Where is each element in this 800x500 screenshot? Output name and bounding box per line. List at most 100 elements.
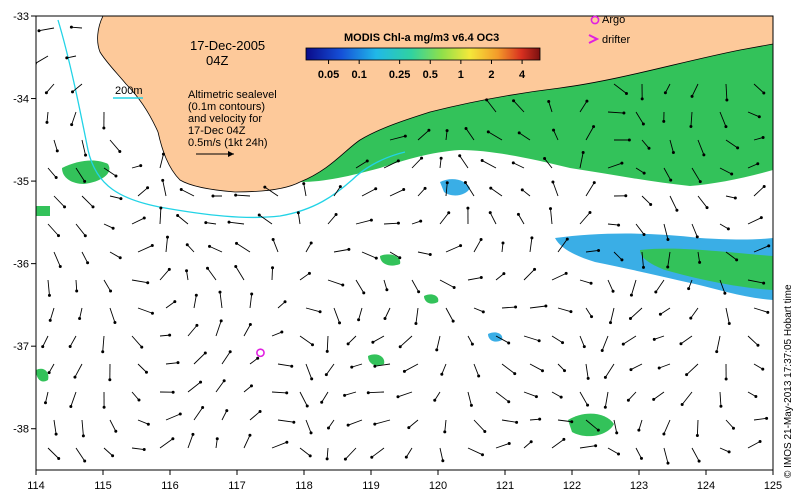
velocity-arrow-head: [414, 322, 418, 326]
velocity-arrow: [417, 129, 430, 141]
x-axis: 114 115 116 117 118 119 120 121 122 123 124 125: [27, 470, 782, 492]
velocity-arrow-head: [480, 159, 484, 163]
velocity-arrow-head: [102, 126, 106, 130]
velocity-arrow: [131, 447, 145, 450]
drifter-legend-label: drifter: [602, 34, 630, 46]
velocity-arrow-head: [529, 440, 533, 444]
velocity-arrow-head: [628, 316, 632, 320]
velocity-arrow-head: [257, 213, 261, 217]
velocity-arrow: [753, 363, 764, 370]
velocity-arrow: [613, 83, 627, 94]
velocity-arrow: [181, 189, 195, 197]
velocity-arrow-head: [44, 91, 48, 95]
velocity-arrow-head: [731, 426, 735, 430]
velocity-arrow-head: [477, 374, 481, 378]
velocity-arrow: [557, 238, 568, 253]
velocity-arrow-head: [640, 97, 644, 101]
velocity-arrow-head: [687, 287, 691, 291]
velocity-arrow-head: [512, 99, 516, 103]
velocity-arrow: [488, 131, 503, 141]
velocity-arrow: [725, 307, 730, 324]
y-tick-label: -34: [13, 94, 29, 106]
velocity-arrow-head: [228, 350, 232, 354]
velocity-arrow-head: [396, 395, 400, 399]
velocity-arrow: [623, 335, 637, 345]
velocity-arrow: [374, 363, 391, 367]
velocity-arrow-head: [695, 433, 699, 437]
velocity-arrow-head: [563, 369, 567, 373]
velocity-arrow: [389, 189, 404, 197]
contour-label: 200m: [115, 85, 143, 97]
velocity-arrow: [258, 214, 273, 225]
argo-legend-icon: [590, 15, 600, 25]
velocity-arrow-head: [702, 153, 706, 157]
velocity-arrow-head: [398, 256, 402, 260]
velocity-arrow: [439, 279, 455, 288]
velocity-arrow-head: [161, 178, 165, 182]
velocity-arrow: [249, 357, 258, 365]
velocity-arrow-head: [113, 321, 117, 325]
velocity-arrow: [467, 277, 482, 281]
velocity-arrow-head: [396, 159, 400, 163]
velocity-arrow: [347, 335, 357, 345]
velocity-arrow: [165, 362, 179, 365]
velocity-arrow: [719, 391, 722, 407]
velocity-arrow: [102, 335, 105, 352]
velocity-arrow-head: [592, 181, 596, 185]
velocity-arrow: [725, 83, 728, 100]
velocity-arrow-head: [250, 292, 254, 296]
velocity-arrow: [753, 186, 765, 197]
velocity-arrow: [327, 214, 337, 225]
velocity-arrow-head: [761, 367, 765, 371]
velocity-arrow-head: [47, 371, 51, 375]
velocity-arrow: [604, 391, 609, 408]
velocity-arrow-head: [698, 180, 702, 184]
y-tick-label: -37: [13, 341, 29, 353]
velocity-arrow: [585, 182, 595, 197]
velocity-arrow: [299, 391, 308, 407]
velocity-arrow-head: [723, 291, 727, 295]
velocity-arrow-head: [624, 194, 628, 198]
velocity-arrow: [272, 239, 279, 253]
velocity-arrow: [46, 83, 55, 94]
velocity-arrow: [716, 335, 721, 352]
velocity-arrow: [688, 279, 693, 289]
velocity-arrow: [215, 438, 218, 449]
velocity-arrow-head: [540, 369, 544, 373]
velocity-arrow-head: [118, 256, 122, 260]
velocity-arrow-head: [428, 253, 432, 257]
velocity-arrow-head: [488, 211, 492, 215]
velocity-arrow: [159, 154, 164, 169]
velocity-arrow: [719, 167, 732, 175]
velocity-arrow: [131, 165, 141, 169]
velocity-arrow-head: [114, 429, 118, 433]
velocity-arrow-head: [176, 361, 180, 365]
velocity-arrow: [215, 320, 222, 337]
velocity-arrow: [271, 391, 287, 394]
velocity-arrow: [326, 447, 329, 459]
velocity-arrow: [305, 419, 312, 434]
velocity-arrow-head: [603, 405, 607, 409]
velocity-arrow-head: [762, 281, 766, 285]
velocity-arrow-head: [590, 315, 594, 319]
velocity-arrow: [165, 237, 168, 253]
velocity-arrow: [550, 208, 553, 225]
velocity-arrow: [81, 419, 84, 436]
velocity-arrow-head: [102, 405, 106, 409]
velocity-arrow-head: [199, 380, 203, 384]
velocity-arrow: [46, 111, 49, 123]
velocity-arrow: [162, 180, 167, 197]
velocity-arrow: [131, 279, 148, 284]
velocity-arrow: [579, 152, 584, 169]
velocity-arrow-head: [258, 409, 262, 413]
velocity-arrow-head: [730, 172, 734, 176]
velocity-arrow: [439, 212, 450, 225]
velocity-arrow: [305, 307, 321, 313]
velocity-arrow-head: [594, 444, 598, 448]
velocity-arrow-head: [325, 457, 329, 461]
velocity-arrow-head: [637, 428, 641, 432]
velocity-arrow-head: [263, 185, 267, 189]
velocity-arrow: [75, 447, 86, 462]
velocity-arrow: [75, 223, 86, 236]
velocity-arrow: [271, 267, 273, 281]
